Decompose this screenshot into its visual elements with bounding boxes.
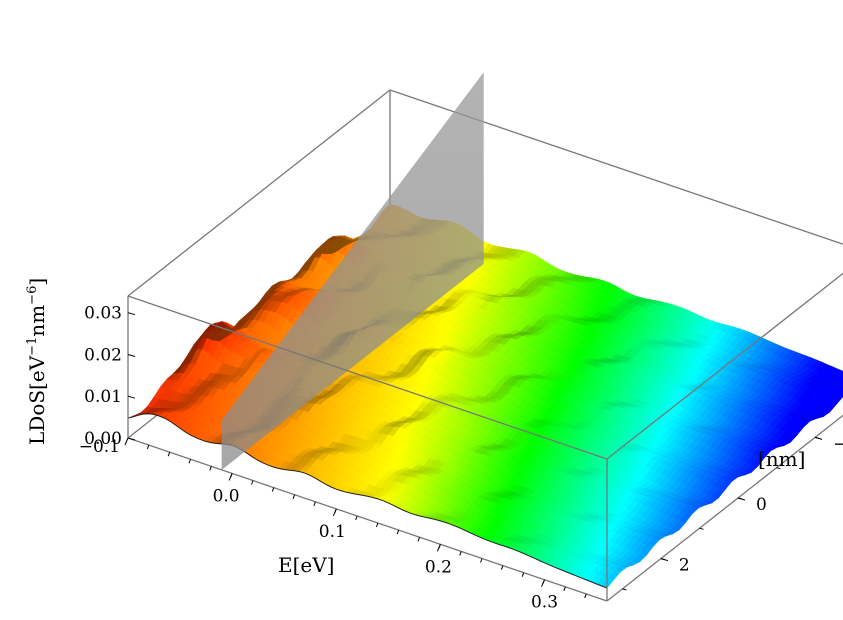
- x-axis-minor-tick: [480, 558, 483, 563]
- z-axis-title-exp2: −6: [25, 286, 40, 305]
- y-tick-label: 2: [679, 556, 690, 576]
- z-tick-label: 0.01: [84, 387, 122, 407]
- slice-plane: [221, 72, 484, 470]
- x-tick-label: 0.0: [213, 486, 240, 506]
- x-axis-minor-tick: [521, 572, 525, 577]
- x-axis-minor-tick: [209, 466, 212, 471]
- x-axis-minor-tick: [188, 459, 191, 464]
- x-axis-minor-tick: [355, 515, 358, 521]
- y-axis-title: [nm]: [758, 447, 805, 471]
- z-axis-tick: [127, 437, 136, 441]
- z-axis-title-unit: nm: [25, 305, 49, 337]
- z-axis-title-base: LDoS[eV: [25, 355, 49, 445]
- x-axis-minor-tick: [334, 508, 337, 514]
- z-tick-label: 0.03: [84, 304, 122, 324]
- box-edge: [606, 272, 843, 460]
- z-axis-title: LDoS[eV−1nm−6]: [25, 278, 49, 445]
- x-tick-label: 0.1: [319, 522, 346, 542]
- y-tick-label: 0: [756, 495, 767, 515]
- bounding-box-front: [127, 272, 843, 602]
- box-edge: [127, 89, 391, 297]
- x-axis-minor-tick: [396, 529, 400, 535]
- box-edge: [127, 437, 608, 602]
- x-axis-minor-tick: [417, 537, 421, 542]
- x-axis-minor-tick: [230, 473, 233, 478]
- x-axis-minor-tick: [271, 487, 275, 492]
- surface-front-edge: [127, 413, 608, 589]
- ldos-surface: [127, 204, 843, 589]
- x-axis-title: E[eV]: [278, 553, 334, 577]
- x-tick-label: 0.2: [425, 557, 452, 577]
- x-axis-minor-tick: [375, 522, 379, 528]
- z-axis-tick: [127, 354, 136, 357]
- y-axis-minor-tick: [776, 467, 781, 470]
- x-axis-minor-tick: [313, 501, 316, 506]
- z-axis-tick: [127, 395, 136, 399]
- surface-patch: [837, 387, 843, 391]
- x-axis-tick: [124, 437, 129, 446]
- slice-plane-surface: [221, 72, 484, 470]
- x-tick-label: 0.3: [531, 593, 558, 613]
- x-axis-minor-tick: [292, 494, 296, 499]
- axes: −0.1 0.0 0.1 0.2 0.3 −2 0 2 0.00 0.01 0.02 0.03: [79, 304, 843, 613]
- z-axis-title-close: ]: [25, 278, 49, 286]
- y-axis-minor-tick: [699, 527, 704, 530]
- x-tick-label: −0.1: [79, 437, 120, 457]
- x-axis-minor-tick: [438, 544, 441, 549]
- x-axis-minor-tick: [146, 444, 150, 450]
- x-axis-minor-tick: [459, 551, 462, 556]
- box-edge: [127, 295, 608, 460]
- x-axis-minor-tick: [251, 480, 254, 485]
- z-tick-label: 0.00: [84, 429, 122, 449]
- z-axis-tick: [127, 312, 136, 316]
- x-axis-minor-tick: [542, 579, 545, 584]
- y-tick-label: −2: [833, 434, 843, 454]
- z-tick-label: 0.02: [84, 346, 122, 366]
- x-axis-minor-tick: [563, 586, 566, 591]
- y-axis-minor-tick: [814, 436, 820, 439]
- x-axis-minor-tick: [167, 452, 171, 457]
- x-axis-minor-tick: [500, 565, 504, 570]
- y-axis-minor-tick: [622, 588, 627, 591]
- z-axis-title-exp1: −1: [25, 337, 40, 356]
- x-axis-minor-tick: [584, 593, 587, 599]
- y-axis-minor-tick: [660, 558, 666, 561]
- surface-patch: [839, 383, 843, 387]
- y-axis-minor-tick: [737, 497, 743, 500]
